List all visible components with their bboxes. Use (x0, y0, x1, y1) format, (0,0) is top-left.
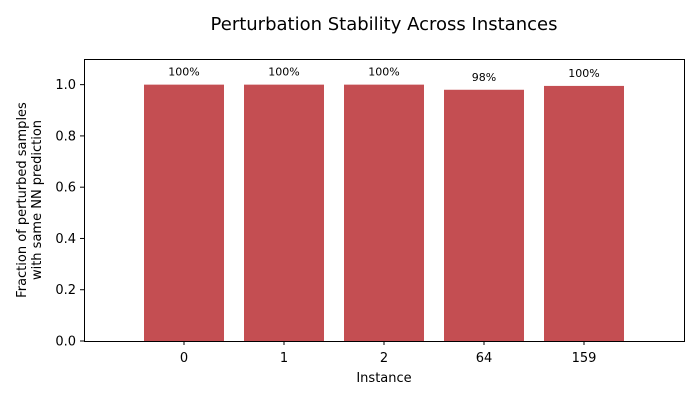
data-label-0: 100% (168, 66, 199, 79)
x-tick-label-1: 1 (280, 351, 288, 366)
bar-0 (144, 84, 224, 342)
bar-2 (344, 84, 424, 342)
x-tick-label-2: 2 (380, 351, 388, 366)
bar-64 (444, 89, 524, 341)
y-tick-label-0.8: 0.8 (55, 129, 76, 144)
y-tick-label-0.6: 0.6 (55, 181, 76, 196)
x-axis-label: Instance (356, 371, 411, 386)
chart-title: Perturbation Stability Across Instances (211, 14, 558, 35)
x-tick-label-0: 0 (180, 351, 188, 366)
x-tick-label-159: 159 (572, 351, 597, 366)
data-label-2: 100% (368, 66, 399, 79)
y-tick-label-0.2: 0.2 (55, 283, 76, 298)
data-label-64: 98% (472, 71, 496, 84)
bar-1 (244, 84, 324, 342)
y-axis-label-line-1: Fraction of perturbed samples (15, 102, 30, 298)
y-axis-label: Fraction of perturbed samples with same … (15, 102, 45, 298)
x-tick-label-64: 64 (476, 351, 493, 366)
bar-159 (544, 85, 624, 341)
data-label-159: 100% (568, 67, 599, 80)
y-axis: 0.0 0.2 0.4 0.6 0.8 1.0 (55, 78, 84, 350)
data-label-1: 100% (268, 66, 299, 79)
y-tick-label-0.0: 0.0 (55, 335, 76, 350)
y-tick-label-1.0: 1.0 (55, 78, 76, 93)
y-axis-label-line-2: with same NN prediction (30, 120, 45, 280)
data-labels-layer: 100% 100% 100% 98% 100% (168, 66, 599, 84)
x-axis: 0 1 2 64 159 (180, 341, 597, 366)
bars-layer (144, 84, 624, 342)
y-tick-label-0.4: 0.4 (55, 232, 76, 247)
